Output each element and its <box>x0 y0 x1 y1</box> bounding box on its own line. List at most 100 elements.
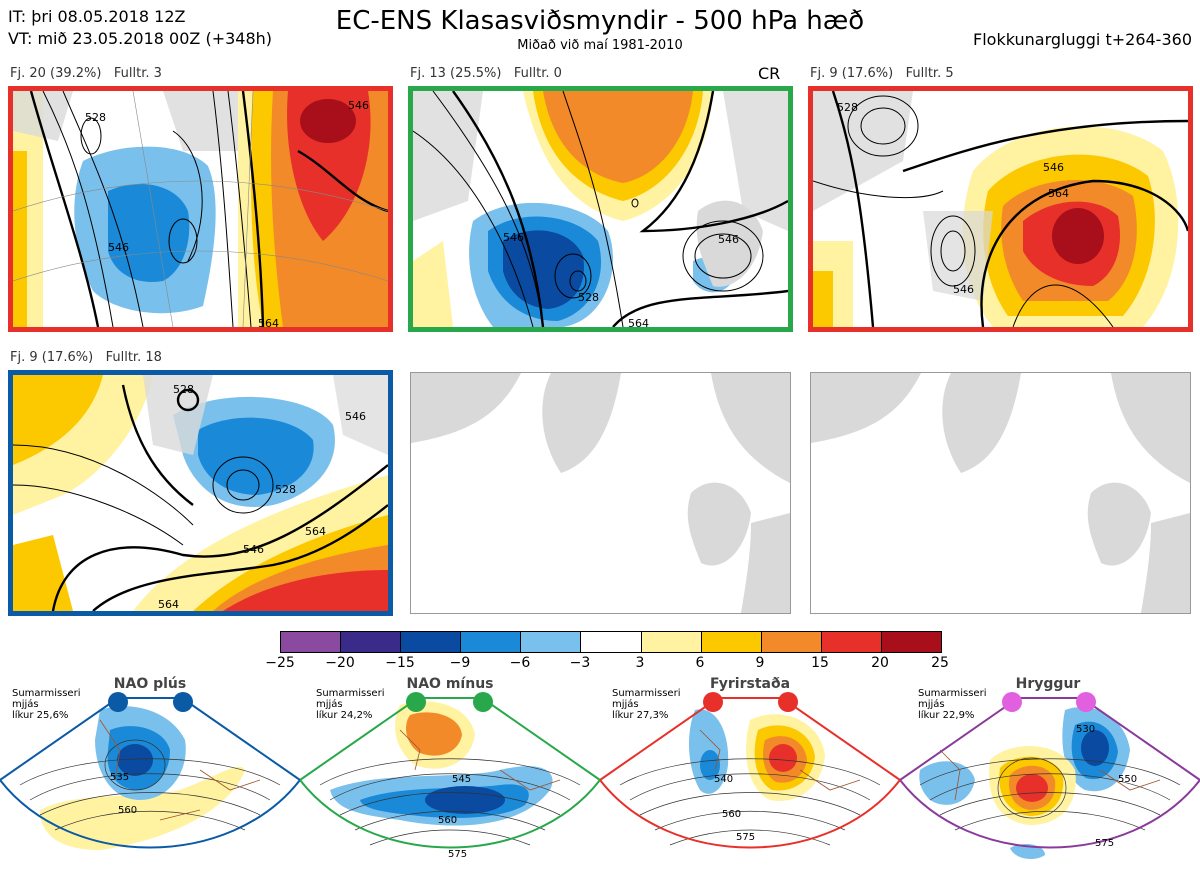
classification-window: Flokkunargluggi t+264-360 <box>973 30 1192 49</box>
regime-4-map: 530 550 575 <box>900 692 1200 860</box>
valid-time: VT: mið 23.05.2018 00Z (+348h) <box>8 29 273 48</box>
colorbar-cell <box>461 632 522 652</box>
regime-probability: líkur 24,2% <box>316 710 373 721</box>
regime-contour-label: 545 <box>452 774 471 785</box>
regime-season: Sumarmisseri <box>316 688 385 699</box>
cluster-map-4[interactable]: 528 546 528 564 546 564 <box>8 370 393 616</box>
regime-season: Sumarmisseri <box>12 688 81 699</box>
regime-months: mjjás <box>12 699 39 710</box>
regime-2-map: 545 560 575 <box>300 692 600 860</box>
regime-3-map: 540 560 575 <box>600 692 900 849</box>
regime-contour-label: 560 <box>118 805 137 816</box>
regime-contour-label: 575 <box>1095 838 1114 849</box>
empty-map-2-graphic <box>811 373 1190 613</box>
regime-contour-label: 575 <box>448 849 467 860</box>
panel-4-label: Fj. 9 (17.6%) Fulltr. 18 <box>10 350 162 365</box>
cluster-map-3-graphic: 528 546 564 546 <box>813 91 1188 327</box>
regime-contour-label: 530 <box>1076 724 1095 735</box>
regime-probability: líkur 27,3% <box>612 710 669 721</box>
cluster-map-2[interactable]: 546 528 546 564 <box>408 86 793 332</box>
regime-probability: líkur 25,6% <box>12 710 69 721</box>
colorbar-tick: 15 <box>811 655 829 671</box>
cluster-map-2-graphic: 546 528 546 564 <box>413 91 788 327</box>
colorbar-cell <box>701 632 762 652</box>
colorbar-cell <box>641 632 702 652</box>
contour-label: 546 <box>718 233 739 246</box>
colorbar-cell <box>401 632 462 652</box>
colorbar-cell <box>761 632 822 652</box>
page-title: EC-ENS Klasasviðsmyndir - 500 hPa hæð <box>335 6 865 36</box>
contour-label: 528 <box>85 111 106 124</box>
regime-3-title: Fyrirstaða <box>709 676 791 692</box>
colorbar-cell <box>881 632 942 652</box>
colorbar-cell <box>341 632 402 652</box>
init-time: IT: þri 08.05.2018 12Z <box>8 7 186 26</box>
colorbar-tick: 9 <box>755 655 765 671</box>
contour-label: 564 <box>628 317 649 327</box>
colorbar-tick: −3 <box>569 655 591 671</box>
colorbar-cell <box>281 632 342 652</box>
regime-1-title: NAO plús <box>113 676 187 692</box>
colorbar-cell <box>521 632 582 652</box>
contour-label: 546 <box>348 99 369 112</box>
cluster-map-1-graphic: 546 564 528 546 <box>13 91 388 327</box>
colorbar-cell <box>581 632 642 652</box>
regime-probability: líkur 22,9% <box>918 710 975 721</box>
contour-label: 564 <box>305 525 326 538</box>
panel-1-label: Fj. 20 (39.2%) Fulltr. 3 <box>10 66 162 81</box>
regime-2-text: Sumarmisseri mjjás líkur 24,2% <box>316 688 384 721</box>
colorbar-cell <box>821 632 882 652</box>
regime-contour-label: 540 <box>714 774 733 785</box>
cluster-map-1[interactable]: 546 564 528 546 <box>8 86 393 332</box>
page-subtitle: Miðað við maí 1981-2010 <box>517 38 683 53</box>
colorbar-tick: −25 <box>265 655 295 671</box>
regime-season: Sumarmisseri <box>612 688 681 699</box>
contour-label: 528 <box>275 483 296 496</box>
panel-2-label: Fj. 13 (25.5%) Fulltr. 0 <box>410 66 562 81</box>
regime-4-text: Sumarmisseri mjjás líkur 22,9% <box>918 688 986 721</box>
contour-label: 546 <box>953 283 974 296</box>
regime-4-title: Hryggur <box>1015 676 1081 692</box>
empty-map-1 <box>410 372 791 614</box>
regime-months: mjjás <box>612 699 639 710</box>
colorbar-tick: 6 <box>695 655 705 671</box>
colorbar-tick: −9 <box>449 655 471 671</box>
panel-3-label: Fj. 9 (17.6%) Fulltr. 5 <box>810 66 954 81</box>
cluster-map-4-graphic: 528 546 528 564 546 564 <box>13 375 388 611</box>
regime-1-text: Sumarmisseri mjjás líkur 25,6% <box>12 688 80 721</box>
empty-map-2 <box>810 372 1191 614</box>
regime-3-text: Sumarmisseri mjjás líkur 27,3% <box>612 688 680 721</box>
contour-label: 564 <box>158 598 179 611</box>
regime-months: mjjás <box>316 699 343 710</box>
regime-contour-label: 560 <box>438 815 457 826</box>
contour-label: 546 <box>503 231 524 244</box>
contour-label: 528 <box>173 383 194 396</box>
cluster-map-3[interactable]: 528 546 564 546 <box>808 86 1193 332</box>
colorbar <box>280 631 942 653</box>
colorbar-tick: 20 <box>871 655 889 671</box>
colorbar-tick: −15 <box>385 655 415 671</box>
regime-contour-label: 550 <box>1118 774 1137 785</box>
colorbar-tick: 25 <box>931 655 949 671</box>
regime-months: mjjás <box>918 699 945 710</box>
colorbar-tick: −20 <box>325 655 355 671</box>
empty-map-1-graphic <box>411 373 790 613</box>
contour-label: 564 <box>1048 187 1069 200</box>
contour-label: 528 <box>837 101 858 114</box>
contour-label: 546 <box>1043 161 1064 174</box>
contour-label: 564 <box>258 317 279 327</box>
colorbar-tick: 3 <box>635 655 645 671</box>
contour-label: 546 <box>345 410 366 423</box>
contour-label: 528 <box>578 291 599 304</box>
regime-contour-label: 560 <box>722 809 741 820</box>
regime-2-title: NAO mínus <box>406 676 494 692</box>
regime-1-map: 535 560 <box>0 692 300 850</box>
regime-contour-label: 575 <box>736 832 755 843</box>
panel-2-tag: CR <box>758 64 781 83</box>
contour-label: 546 <box>108 241 129 254</box>
regime-contour-label: 535 <box>110 772 129 783</box>
colorbar-tick: −6 <box>509 655 531 671</box>
contour-label: 546 <box>243 543 264 556</box>
header-info: IT: þri 08.05.2018 12Z VT: mið 23.05.201… <box>8 6 272 50</box>
regime-season: Sumarmisseri <box>918 688 987 699</box>
